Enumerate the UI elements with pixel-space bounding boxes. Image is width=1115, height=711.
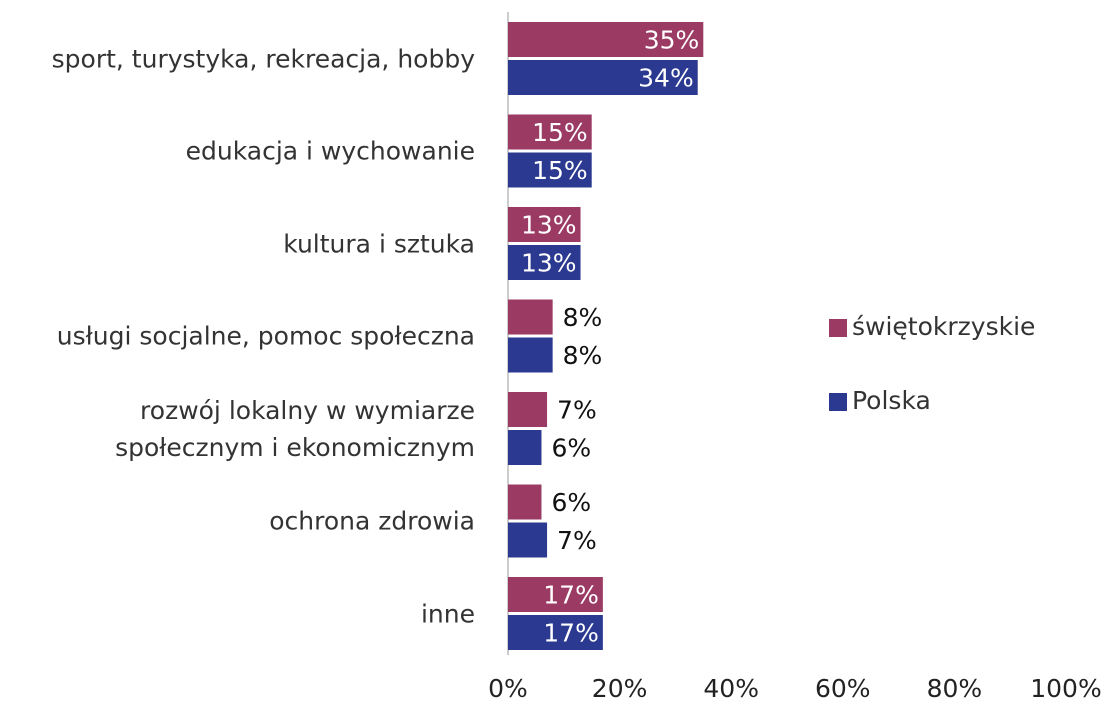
bar <box>508 207 581 242</box>
category-label: usługi socjalne, pomoc społeczna <box>56 321 475 351</box>
bar <box>508 430 542 465</box>
value-label: 15% <box>532 118 588 147</box>
bar <box>508 152 592 188</box>
x-tick-label: 100% <box>1030 674 1101 703</box>
bar <box>508 22 704 57</box>
value-label: 13% <box>521 249 577 278</box>
value-label: 7% <box>557 396 597 425</box>
category-label: sport, turystyka, rekreacja, hobby <box>51 44 475 73</box>
bar <box>508 484 542 520</box>
category-label: inne <box>420 599 475 628</box>
category-label: rozwój lokalny w wymiarze społecznym i e… <box>115 395 475 462</box>
bar <box>508 245 581 280</box>
legend-swatch <box>829 319 847 337</box>
value-label: 7% <box>557 526 597 555</box>
value-label: 6% <box>551 434 591 463</box>
value-label: 15% <box>532 156 588 185</box>
value-label: 13% <box>521 211 577 240</box>
bar <box>508 522 548 558</box>
x-tick-label: 40% <box>703 674 759 703</box>
value-label: 17% <box>543 619 599 648</box>
x-tick-label: 80% <box>927 674 983 703</box>
bar <box>508 299 553 335</box>
value-label: 6% <box>551 488 591 517</box>
value-label: 34% <box>638 64 694 93</box>
legend-label: świętokrzyskie <box>852 312 1035 341</box>
legend-label: Polska <box>852 386 931 415</box>
bar <box>508 577 603 612</box>
value-label: 35% <box>644 26 700 55</box>
value-label: 8% <box>563 303 603 332</box>
x-tick-label: 0% <box>488 674 528 703</box>
legend-swatch <box>829 393 847 411</box>
x-tick-label: 60% <box>815 674 871 703</box>
value-label: 17% <box>543 581 599 610</box>
bar <box>508 615 603 650</box>
bar <box>508 60 698 95</box>
category-label: ochrona zdrowia <box>269 506 475 536</box>
bar <box>508 337 553 373</box>
value-label: 8% <box>563 341 603 370</box>
category-label: kultura i sztuka <box>283 229 475 258</box>
bar <box>508 392 548 427</box>
category-label: edukacja i wychowanie <box>185 136 475 166</box>
x-tick-label: 20% <box>592 674 648 703</box>
bar <box>508 114 592 150</box>
